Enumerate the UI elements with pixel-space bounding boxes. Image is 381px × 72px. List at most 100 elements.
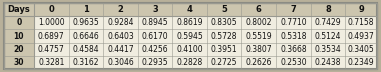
- Text: 0.2349: 0.2349: [348, 58, 375, 67]
- Text: 0.5318: 0.5318: [280, 32, 307, 41]
- Bar: [4, 16, 34, 29]
- Bar: [172, 43, 207, 56]
- Text: 3: 3: [152, 5, 158, 14]
- Text: 0.7429: 0.7429: [315, 18, 341, 27]
- Text: 6: 6: [256, 5, 262, 14]
- Text: 0.4937: 0.4937: [348, 32, 375, 41]
- Text: 0: 0: [48, 5, 54, 14]
- Text: 4: 4: [187, 5, 192, 14]
- Bar: [311, 43, 345, 56]
- Bar: [242, 3, 276, 16]
- Bar: [138, 43, 172, 56]
- Bar: [103, 43, 138, 56]
- Bar: [345, 16, 377, 29]
- Text: 0.9284: 0.9284: [107, 18, 134, 27]
- Bar: [207, 56, 242, 69]
- Text: 0.2725: 0.2725: [211, 58, 237, 67]
- Text: 9: 9: [359, 5, 364, 14]
- Text: 10: 10: [14, 32, 24, 41]
- Bar: [138, 3, 172, 16]
- Text: 0.3668: 0.3668: [280, 45, 307, 54]
- Bar: [34, 29, 69, 43]
- Bar: [69, 16, 103, 29]
- Bar: [172, 29, 207, 43]
- Text: 0.3405: 0.3405: [348, 45, 375, 54]
- Bar: [242, 56, 276, 69]
- Bar: [276, 16, 311, 29]
- Bar: [207, 16, 242, 29]
- Bar: [34, 56, 69, 69]
- Bar: [34, 16, 69, 29]
- Bar: [311, 56, 345, 69]
- Text: 20: 20: [14, 45, 24, 54]
- Text: 0.5728: 0.5728: [211, 32, 237, 41]
- Text: 0: 0: [16, 18, 21, 27]
- Text: 0.3046: 0.3046: [107, 58, 134, 67]
- Bar: [172, 56, 207, 69]
- Bar: [207, 29, 242, 43]
- Text: 0.4757: 0.4757: [38, 45, 65, 54]
- Bar: [69, 56, 103, 69]
- Text: 5: 5: [221, 5, 227, 14]
- Text: 0.2438: 0.2438: [315, 58, 341, 67]
- Bar: [276, 43, 311, 56]
- Bar: [345, 43, 377, 56]
- Text: 0.3281: 0.3281: [38, 58, 64, 67]
- Bar: [345, 29, 377, 43]
- Text: 30: 30: [14, 58, 24, 67]
- Text: 0.3951: 0.3951: [211, 45, 237, 54]
- Bar: [69, 3, 103, 16]
- Text: 0.8002: 0.8002: [245, 18, 272, 27]
- Text: 0.4100: 0.4100: [176, 45, 203, 54]
- Bar: [69, 29, 103, 43]
- Text: 0.6646: 0.6646: [72, 32, 99, 41]
- Text: Days: Days: [8, 5, 30, 14]
- Text: 1.0000: 1.0000: [38, 18, 64, 27]
- Text: 0.8945: 0.8945: [142, 18, 168, 27]
- Bar: [103, 56, 138, 69]
- Text: 0.3534: 0.3534: [315, 45, 341, 54]
- Text: 0.2935: 0.2935: [142, 58, 168, 67]
- Text: 0.3162: 0.3162: [73, 58, 99, 67]
- Bar: [4, 29, 34, 43]
- Text: 0.4584: 0.4584: [72, 45, 99, 54]
- Text: 0.2530: 0.2530: [280, 58, 307, 67]
- Text: 0.8619: 0.8619: [176, 18, 203, 27]
- Text: 0.4417: 0.4417: [107, 45, 134, 54]
- Text: 8: 8: [325, 5, 331, 14]
- Bar: [345, 3, 377, 16]
- Bar: [138, 29, 172, 43]
- Text: 1: 1: [83, 5, 89, 14]
- Bar: [276, 56, 311, 69]
- Text: 0.2626: 0.2626: [245, 58, 272, 67]
- Text: 0.9635: 0.9635: [72, 18, 99, 27]
- Text: 0.4256: 0.4256: [142, 45, 168, 54]
- Text: 0.2828: 0.2828: [176, 58, 203, 67]
- Bar: [311, 3, 345, 16]
- Bar: [242, 29, 276, 43]
- Text: 0.6170: 0.6170: [142, 32, 168, 41]
- Bar: [242, 43, 276, 56]
- Text: 0.6897: 0.6897: [38, 32, 64, 41]
- Text: 7: 7: [290, 5, 296, 14]
- Bar: [311, 16, 345, 29]
- Bar: [69, 43, 103, 56]
- Bar: [103, 16, 138, 29]
- Bar: [276, 29, 311, 43]
- Bar: [276, 3, 311, 16]
- Bar: [103, 29, 138, 43]
- Bar: [242, 16, 276, 29]
- Bar: [138, 16, 172, 29]
- Bar: [345, 56, 377, 69]
- Text: 2: 2: [117, 5, 123, 14]
- Text: 0.7710: 0.7710: [280, 18, 307, 27]
- Text: 0.8305: 0.8305: [211, 18, 237, 27]
- Text: 0.6403: 0.6403: [107, 32, 134, 41]
- Bar: [34, 43, 69, 56]
- Bar: [4, 43, 34, 56]
- Bar: [4, 56, 34, 69]
- Bar: [138, 56, 172, 69]
- Bar: [172, 3, 207, 16]
- Text: 0.5945: 0.5945: [176, 32, 203, 41]
- Bar: [4, 3, 34, 16]
